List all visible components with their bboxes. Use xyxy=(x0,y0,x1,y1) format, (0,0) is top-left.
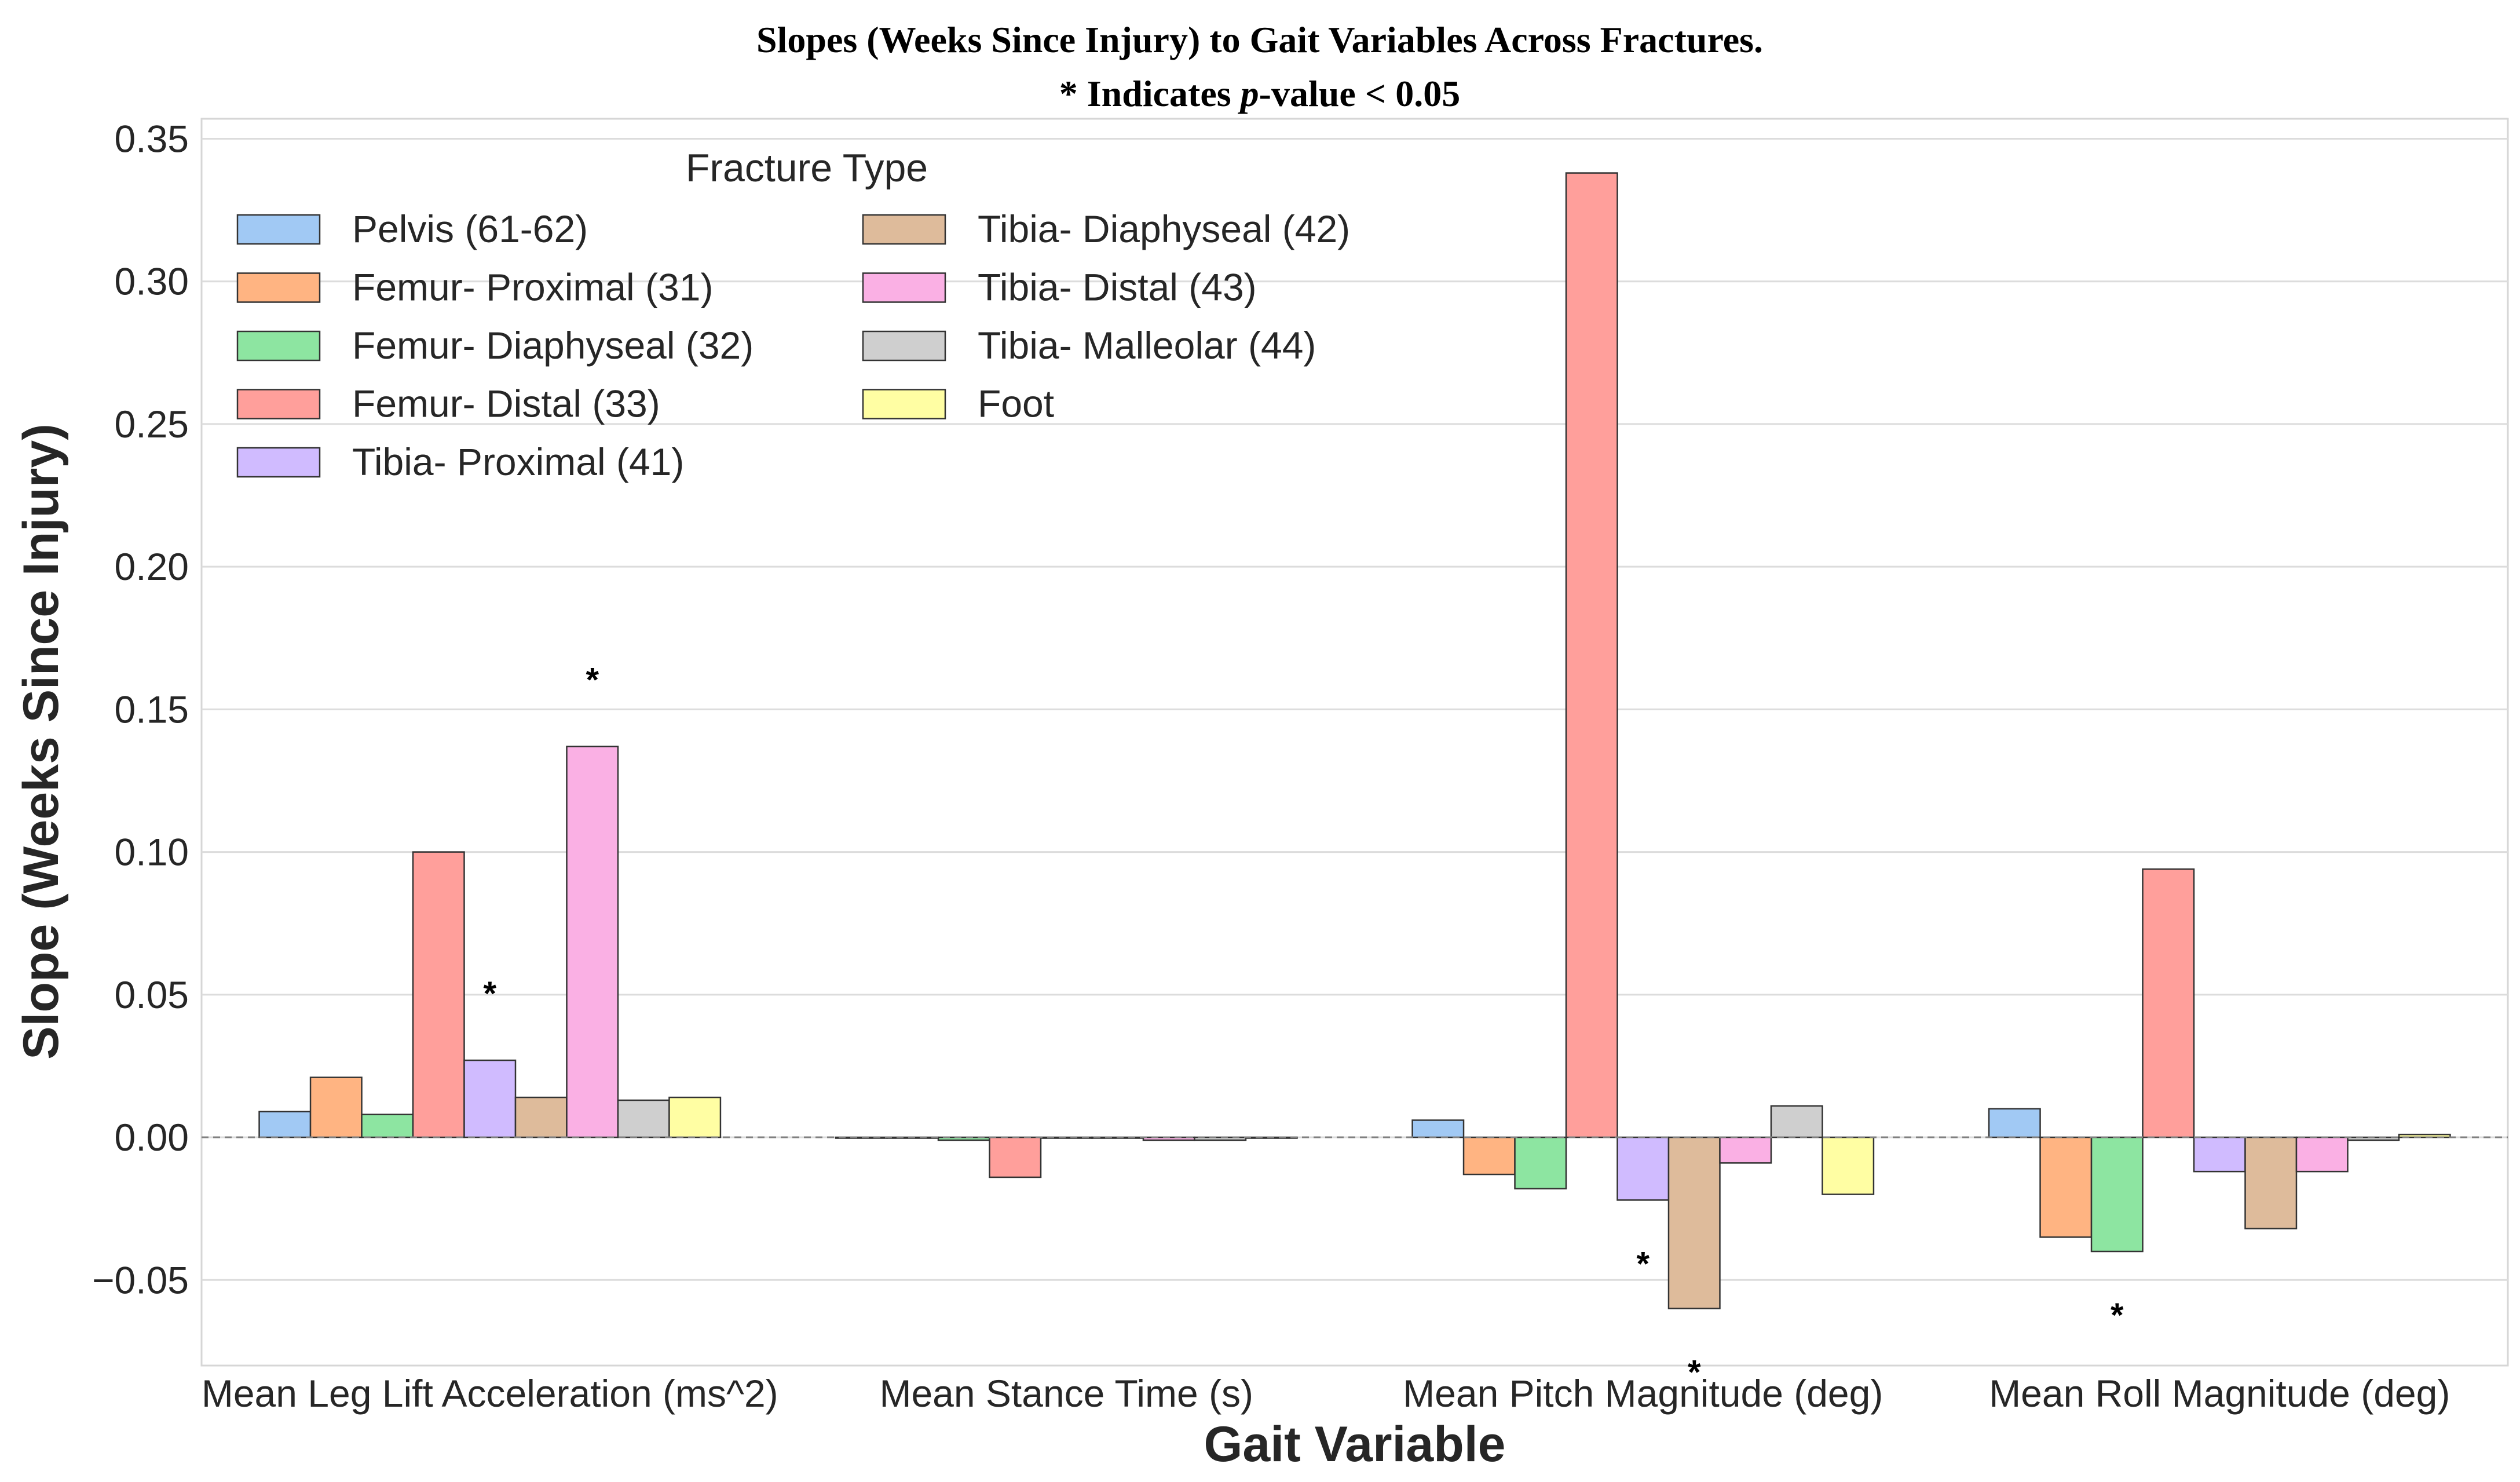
legend-swatch xyxy=(862,272,946,303)
y-tick-label: 0.10 xyxy=(115,831,189,874)
legend-swatch xyxy=(236,214,321,245)
legend: Fracture Type Pelvis (61-62) Femur- Proxi… xyxy=(236,146,1350,483)
x-tick-label: Mean Roll Magnitude (deg) xyxy=(1989,1372,2450,1415)
legend-swatch xyxy=(862,389,946,419)
bar-8-3 xyxy=(2398,1133,2451,1138)
y-tick-label: 0.25 xyxy=(115,403,189,446)
bar-0-2 xyxy=(1411,1119,1465,1138)
legend-label: Tibia- Distal (43) xyxy=(978,266,1257,309)
subtitle-italic-p: p xyxy=(1238,73,1259,114)
bar-3-0 xyxy=(412,851,465,1138)
x-tick-labels: Mean Leg Lift Acceleration (ms^2) Mean St… xyxy=(202,1372,2450,1415)
significance-star: * xyxy=(483,975,496,1013)
bar-2-2 xyxy=(1514,1136,1567,1189)
chart-title: Slopes (Weeks Since Injury) to Gait Vari… xyxy=(756,19,1763,60)
bar-8-0 xyxy=(668,1096,722,1138)
legend-label: Tibia- Proximal (41) xyxy=(352,440,684,483)
x-axis-title: Gait Variable xyxy=(1204,1417,1505,1472)
bar-7-0 xyxy=(617,1099,670,1138)
legend-label: Tibia- Malleolar (44) xyxy=(978,324,1316,367)
y-tick-label: 0.35 xyxy=(115,117,189,160)
bar-6-3 xyxy=(2295,1136,2349,1173)
bar-4-0 xyxy=(463,1059,517,1138)
bar-6-2 xyxy=(1719,1136,1772,1164)
bar-5-3 xyxy=(2244,1136,2298,1229)
bar-1-0 xyxy=(309,1076,363,1138)
bar-2-3 xyxy=(2090,1136,2144,1253)
legend-items: Pelvis (61-62) Femur- Proximal (31) Femur-… xyxy=(236,207,1350,483)
bar-3-1 xyxy=(989,1136,1042,1178)
legend-label: Tibia- Diaphyseal (42) xyxy=(978,207,1350,250)
legend-label: Femur- Proximal (31) xyxy=(352,266,713,309)
bar-6-0 xyxy=(566,746,619,1138)
subtitle-suffix: -value < 0.05 xyxy=(1259,73,1461,114)
bar-3-3 xyxy=(2142,868,2195,1138)
bar-2-0 xyxy=(361,1114,414,1138)
legend-swatch xyxy=(236,389,321,419)
bar-0-0 xyxy=(258,1111,312,1138)
bar-7-2 xyxy=(1770,1105,1823,1138)
y-tick-label: 0.30 xyxy=(115,260,189,303)
bar-8-2 xyxy=(1822,1136,1875,1195)
subtitle-prefix: * Indicates xyxy=(1059,73,1241,114)
y-tick-label: 0.15 xyxy=(115,688,189,731)
bar-4-3 xyxy=(2193,1136,2246,1173)
legend-swatch xyxy=(236,272,321,303)
significance-star: * xyxy=(1636,1245,1649,1283)
significance-star: * xyxy=(1688,1354,1701,1392)
x-tick-label: Mean Leg Lift Acceleration (ms^2) xyxy=(202,1372,778,1415)
legend-label: Femur- Diaphyseal (32) xyxy=(352,324,754,367)
y-tick-labels: −0.05 0.00 0.05 0.10 0.15 0.20 0.25 0.30 0.35 xyxy=(92,117,189,1301)
bar-5-0 xyxy=(514,1096,568,1138)
legend-label: Foot xyxy=(978,382,1054,425)
bar-0-3 xyxy=(1988,1108,2041,1138)
chart-subtitle: * Indicates p-value < 0.05 xyxy=(1059,73,1460,114)
y-tick-label: −0.05 xyxy=(92,1258,189,1301)
y-tick-label: 0.00 xyxy=(115,1116,189,1159)
legend-swatch xyxy=(862,214,946,245)
y-axis-title: Slope (Weeks Since Injury) xyxy=(13,424,69,1060)
bar-1-2 xyxy=(1462,1136,1516,1176)
significance-star: * xyxy=(2111,1297,2124,1334)
y-tick-label: 0.20 xyxy=(115,545,189,588)
x-tick-label: Mean Stance Time (s) xyxy=(879,1372,1253,1415)
legend-swatch xyxy=(236,330,321,362)
legend-swatch xyxy=(862,330,946,362)
y-tick-label: 0.05 xyxy=(115,973,189,1016)
bar-4-2 xyxy=(1616,1136,1670,1201)
significance-markers: * * * * * xyxy=(483,661,2124,1391)
bar-3-2 xyxy=(1565,172,1618,1138)
bar-1-3 xyxy=(2039,1136,2093,1238)
x-tick-label: Mean Pitch Magnitude (deg) xyxy=(1403,1372,1883,1415)
bars xyxy=(258,172,2451,1309)
legend-swatch xyxy=(236,447,321,478)
bar-5-2 xyxy=(1667,1136,1721,1309)
significance-star: * xyxy=(586,661,599,699)
legend-label: Pelvis (61-62) xyxy=(352,207,588,250)
legend-title: Fracture Type xyxy=(686,146,928,190)
legend-label: Femur- Distal (33) xyxy=(352,382,660,425)
